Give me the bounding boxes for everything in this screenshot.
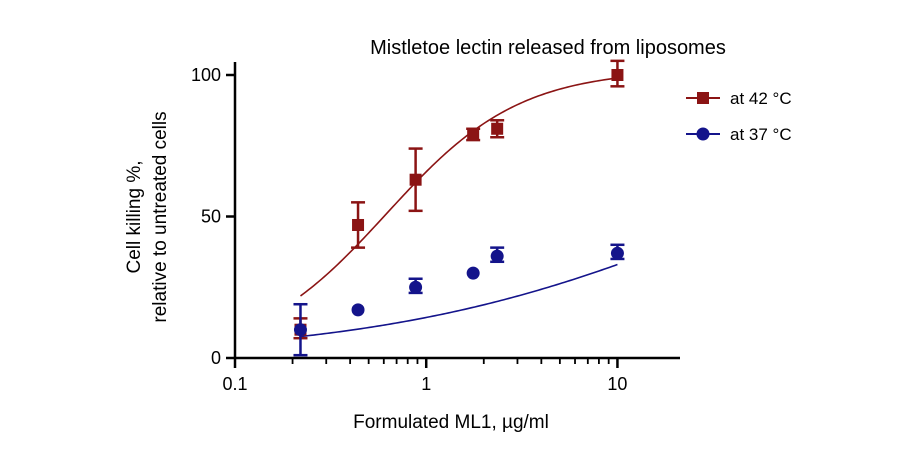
fit-curve xyxy=(300,77,618,297)
x-tick-label: 1 xyxy=(421,374,431,394)
data-point xyxy=(467,128,480,141)
data-point xyxy=(490,249,504,263)
data-point xyxy=(351,303,365,317)
legend-label: at 42 °C xyxy=(730,89,792,108)
legend-marker xyxy=(697,92,709,104)
data-points xyxy=(293,59,625,357)
y-tick-label: 100 xyxy=(191,65,221,85)
data-point xyxy=(610,246,624,260)
data-point xyxy=(611,69,624,81)
fit-curve xyxy=(300,263,618,338)
x-tick-label: 0.1 xyxy=(222,374,247,394)
y-tick-label: 50 xyxy=(201,207,221,227)
data-point xyxy=(293,323,307,337)
y-axis-label-line2: relative to untreated cells xyxy=(150,111,171,322)
y-axis-title: Cell killing %, relative to untreated ce… xyxy=(124,111,171,322)
chart-title: Mistletoe lectin released from liposomes xyxy=(370,37,726,59)
legend-label: at 37 °C xyxy=(730,125,792,144)
x-axis-label: Formulated ML1, µg/ml xyxy=(353,412,549,433)
y-axis-label-line1: Cell killing %, xyxy=(124,161,145,274)
data-point xyxy=(409,173,422,186)
legend: at 42 °C at 37 °C xyxy=(686,89,792,144)
y-tick-label: 0 xyxy=(211,348,221,368)
legend-marker xyxy=(696,127,710,141)
axis-ticks: 0 50 100 0.1 1 10 xyxy=(191,65,627,394)
data-point xyxy=(409,280,423,294)
data-point xyxy=(466,266,480,280)
data-point xyxy=(352,218,365,231)
x-tick-label: 10 xyxy=(607,374,627,394)
data-point xyxy=(491,122,504,135)
fit-curves xyxy=(300,77,618,338)
